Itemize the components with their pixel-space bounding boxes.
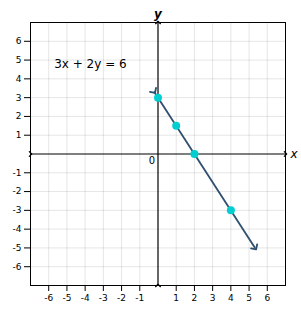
svg-text:-4: -4	[13, 224, 22, 234]
svg-text:-1: -1	[135, 293, 144, 303]
svg-text:-3: -3	[99, 293, 108, 303]
svg-text:-1: -1	[13, 168, 22, 178]
svg-text:5: 5	[16, 55, 22, 65]
svg-text:-3: -3	[13, 205, 22, 215]
svg-text:-2: -2	[13, 186, 22, 196]
svg-text:3: 3	[210, 293, 216, 303]
svg-text:3x + 2y = 6: 3x + 2y = 6	[54, 57, 126, 71]
svg-text:5: 5	[246, 293, 252, 303]
svg-text:-2: -2	[117, 293, 126, 303]
svg-text:2: 2	[16, 111, 22, 121]
svg-text:-5: -5	[62, 293, 71, 303]
svg-text:4: 4	[16, 74, 22, 84]
svg-text:-4: -4	[81, 293, 90, 303]
svg-text:4: 4	[228, 293, 234, 303]
svg-text:2: 2	[192, 293, 198, 303]
svg-text:6: 6	[264, 293, 270, 303]
svg-text:-6: -6	[44, 293, 53, 303]
svg-text:x: x	[290, 147, 299, 161]
svg-text:1: 1	[16, 130, 22, 140]
svg-text:1: 1	[173, 293, 179, 303]
svg-text:-6: -6	[13, 262, 22, 272]
svg-text:6: 6	[16, 36, 22, 46]
svg-text:3: 3	[16, 93, 22, 103]
svg-text:0: 0	[149, 155, 155, 166]
svg-text:-5: -5	[13, 243, 22, 253]
svg-text:y: y	[154, 7, 163, 21]
